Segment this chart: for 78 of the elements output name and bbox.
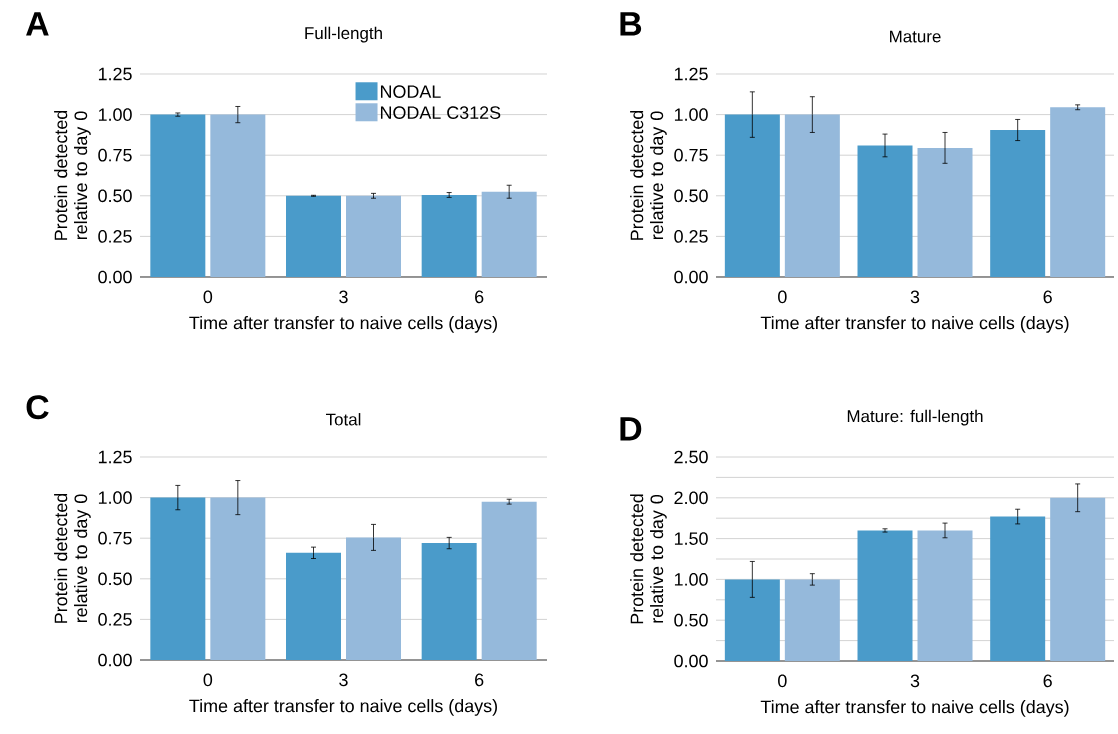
bar xyxy=(421,543,477,660)
chart-title: Mature xyxy=(890,30,941,43)
y-tick-label: 0.25 xyxy=(674,230,708,243)
bar xyxy=(210,114,266,277)
bar xyxy=(857,530,913,661)
y-tick-label: 0.50 xyxy=(98,189,132,203)
y-tick-label: 0.00 xyxy=(674,654,708,668)
bar xyxy=(481,191,537,277)
y-tick-label: 1.25 xyxy=(98,450,132,464)
bar xyxy=(1050,497,1106,661)
x-tick-label: 6 xyxy=(475,673,484,687)
bar xyxy=(150,114,206,277)
bar xyxy=(421,194,477,277)
legend-label: NODAL xyxy=(380,85,441,98)
bar xyxy=(917,530,973,661)
x-tick-label: 6 xyxy=(475,290,484,304)
y-tick-label: 1.00 xyxy=(674,108,708,121)
bar xyxy=(286,552,341,660)
y-tick-label: 0.75 xyxy=(674,148,708,162)
x-tick-label: 0 xyxy=(203,673,213,687)
y-tick-label: 0.00 xyxy=(674,270,708,284)
bar xyxy=(346,537,401,660)
y-tick-label: 0.50 xyxy=(98,572,132,586)
x-axis-title: Time after transfer to naive cells (days) xyxy=(189,699,497,716)
x-tick-label: 3 xyxy=(910,674,920,688)
x-axis-title: Time after transfer to naive cells (days) xyxy=(760,700,1069,717)
text: A xyxy=(26,12,49,36)
bar xyxy=(481,501,537,660)
bar xyxy=(150,497,206,660)
y-tick-label: 0.50 xyxy=(674,613,708,627)
chart-title: Full-length xyxy=(305,26,382,43)
chart-title: Mature: full-length xyxy=(847,409,983,426)
bar xyxy=(917,147,973,277)
bar xyxy=(286,195,341,277)
x-axis-title: Time after transfer to naive cells (days) xyxy=(189,316,497,333)
bar xyxy=(1050,107,1106,277)
x-tick-label: 0 xyxy=(203,290,213,304)
y-tick-label: 0.00 xyxy=(98,653,132,667)
bar xyxy=(990,516,1046,661)
x-tick-label: 6 xyxy=(1043,674,1052,688)
y-tick-label: 2.50 xyxy=(674,450,708,464)
x-tick-label: 3 xyxy=(339,290,348,304)
x-tick-label: 3 xyxy=(339,673,348,687)
x-tick-label: 3 xyxy=(910,290,920,304)
y-tick-label: 0.25 xyxy=(98,613,132,626)
x-tick-label: 0 xyxy=(778,290,787,304)
y-tick-label: 1.50 xyxy=(674,532,708,545)
bar xyxy=(990,130,1046,277)
bar xyxy=(784,579,840,661)
y-tick-label: 1.00 xyxy=(98,108,132,121)
y-tick-label: 1.25 xyxy=(674,67,708,81)
y-tick-label: 0.25 xyxy=(98,230,132,243)
bar xyxy=(857,145,913,277)
text: B xyxy=(620,12,642,36)
y-axis-title: Protein detected relative to day 0 xyxy=(54,493,91,623)
y-tick-label: 0.75 xyxy=(98,531,132,545)
x-axis-title: Time after transfer to naive cells (days) xyxy=(760,316,1069,333)
y-tick-label: 1.25 xyxy=(98,67,132,81)
x-tick-label: 0 xyxy=(778,674,787,688)
y-tick-label: 0.75 xyxy=(98,148,132,162)
y-axis-title: Protein detected relative to day 0 xyxy=(630,110,667,240)
y-tick-label: 2.00 xyxy=(674,491,708,505)
bar xyxy=(346,195,401,277)
x-tick-label: 6 xyxy=(1043,290,1052,304)
bar xyxy=(724,579,780,661)
text: D xyxy=(620,417,642,441)
bar xyxy=(210,497,266,660)
bar xyxy=(784,114,840,277)
bar xyxy=(724,114,780,277)
y-axis-title: Protein detected relative to day 0 xyxy=(630,494,667,624)
y-tick-label: 1.00 xyxy=(98,491,132,504)
chart-title: Total xyxy=(325,413,361,426)
y-axis-title: Protein detected relative to day 0 xyxy=(54,110,91,240)
legend-label: NODAL C312S xyxy=(380,106,501,119)
y-tick-label: 0.00 xyxy=(98,270,132,284)
y-tick-label: 0.50 xyxy=(674,189,708,203)
y-tick-label: 1.00 xyxy=(674,573,708,586)
text: C xyxy=(26,395,49,420)
